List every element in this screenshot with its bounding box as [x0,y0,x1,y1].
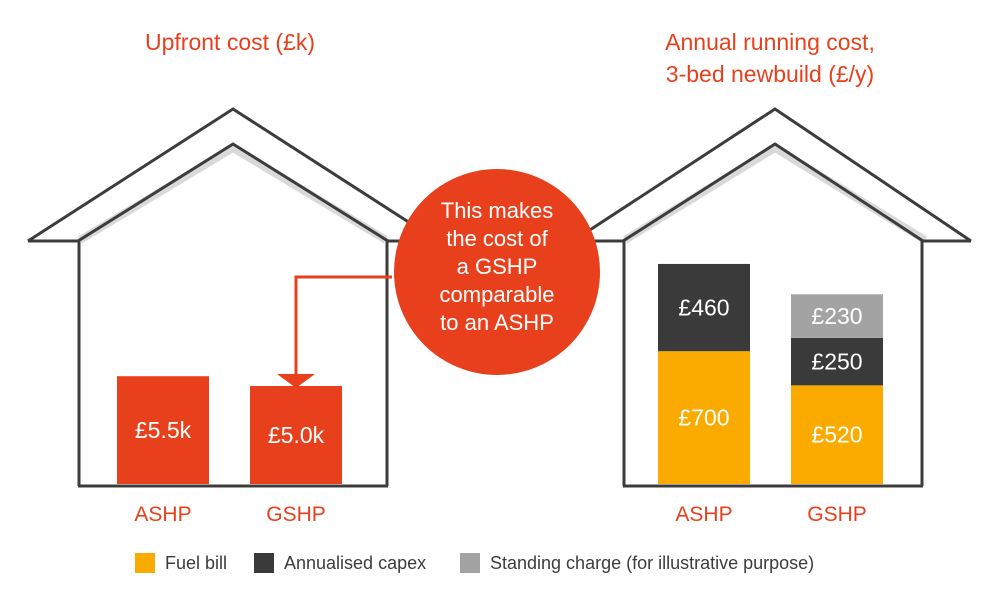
callout-line-5: to an ASHP [440,310,554,335]
callout-circle [394,169,600,375]
callout-line-1: This makes [441,198,553,223]
bar-ashp-fuel-bill [658,351,750,484]
bar-upfront-ashp [117,376,209,484]
legend-label-fuel-bill: Fuel bill [165,553,227,573]
right-chart-title-line-2: 3-bed newbuild (£/y) [666,61,874,87]
bar-gshp-fuel-bill [791,385,883,484]
right-chart-title-line-1: Annual running cost, [665,29,875,55]
category-label-upfront-gshp: GSHP [266,503,326,526]
bar-label-ashp-annualised-capex: £460 [678,295,729,321]
bar-upfront-gshp [250,386,342,484]
category-label-upfront-ashp: ASHP [134,503,191,526]
category-label-running-ashp: ASHP [675,503,732,526]
bar-gshp-annualised-capex [791,337,883,386]
left-house-roof-shadow [77,143,389,244]
right-house-roof-inner [573,142,971,243]
bar-label-gshp-fuel-bill: £520 [811,422,862,448]
callout-line-2: the cost of [446,226,548,251]
right-house-roof-outer [572,107,972,243]
left-house [27,107,439,488]
callout: This makes the cost of a GSHP comparable… [394,169,600,375]
bar-label-gshp-standing-charge: £230 [811,303,862,329]
left-house-roof-inner [28,142,438,243]
legend-label-standing-charge: Standing charge (for illustrative purpos… [490,553,814,573]
legend-label-annualised-capex: Annualised capex [284,553,426,573]
right-house [572,107,972,488]
legend-swatch-fuel-bill [135,553,155,573]
bar-label-upfront-gshp: £5.0k [268,422,325,448]
legend: Fuel bill Annualised capex Standing char… [135,553,814,573]
bar-label-upfront-ashp: £5.5k [135,417,192,443]
bar-label-gshp-annualised-capex: £250 [811,349,862,375]
callout-arrow [277,275,392,388]
left-bars: £5.5k ASHP £5.0k GSHP [117,376,342,526]
bar-label-ashp-fuel-bill: £700 [678,405,729,431]
right-house-roof-shadow [622,143,928,244]
legend-swatch-annualised-capex [254,553,274,573]
callout-line-4: comparable [440,282,555,307]
callout-line-3: a GSHP [457,254,538,279]
callout-arrow-line [294,275,392,374]
left-chart-title: Upfront cost (£k) [145,29,315,55]
legend-swatch-standing-charge [460,553,480,573]
left-house-roof-outer [27,107,439,243]
bar-ashp-annualised-capex [658,263,750,352]
right-bars: £700 £460 ASHP £520 £250 £230 GSHP [658,263,883,526]
category-label-running-gshp: GSHP [807,503,867,526]
callout-arrow-head [277,374,315,388]
bar-gshp-standing-charge [791,294,883,338]
